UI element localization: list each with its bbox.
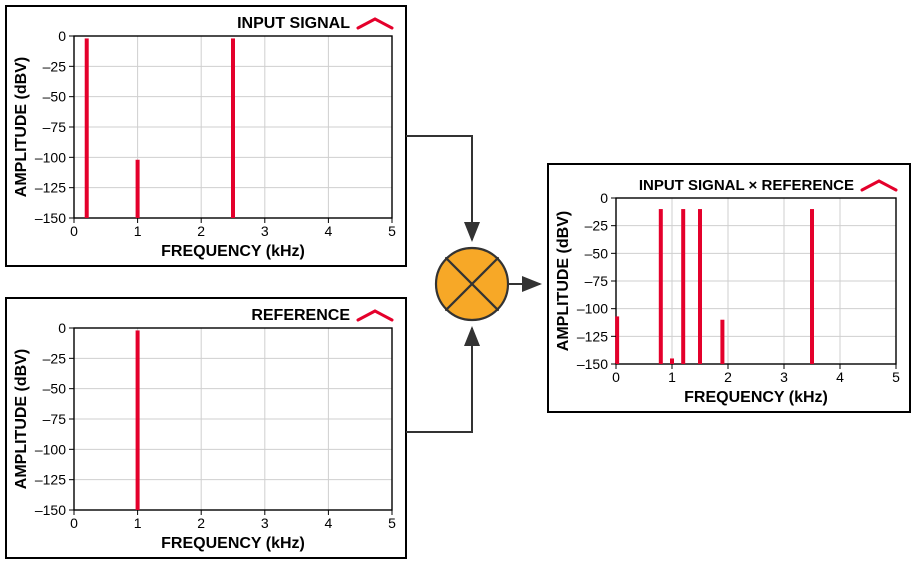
x-tick-label: 2 bbox=[197, 515, 205, 531]
x-tick-label: 2 bbox=[197, 223, 205, 239]
input-legend-label: INPUT SIGNAL bbox=[237, 15, 350, 32]
x-tick-label: 1 bbox=[134, 515, 142, 531]
y-axis-label: AMPLITUDE (dBV) bbox=[13, 57, 30, 197]
x-axis-label: FREQUENCY (kHz) bbox=[684, 389, 828, 406]
y-tick-label: 0 bbox=[58, 320, 66, 336]
ref-panel: 0 1 2 3 4 5 0 –25 –50 –75 –100 –125 –150 FREQUENCY (k… bbox=[6, 298, 406, 558]
y-tick-label: –100 bbox=[577, 301, 608, 317]
x-tick-label: 3 bbox=[261, 223, 269, 239]
y-axis-label: AMPLITUDE (dBV) bbox=[13, 349, 30, 489]
x-tick-label: 1 bbox=[668, 369, 676, 385]
y-tick-label: –150 bbox=[35, 502, 66, 518]
x-tick-label: 4 bbox=[836, 369, 844, 385]
y-tick-label: –50 bbox=[585, 245, 609, 261]
y-tick-label: –25 bbox=[43, 58, 67, 74]
ref-legend-label: REFERENCE bbox=[251, 307, 350, 324]
y-tick-label: –125 bbox=[35, 472, 66, 488]
arrow-ref-to-mixer bbox=[406, 328, 472, 432]
arrow-input-to-mixer bbox=[406, 136, 472, 240]
x-tick-label: 5 bbox=[892, 369, 900, 385]
mixer-icon bbox=[436, 248, 508, 320]
y-tick-label: –100 bbox=[35, 149, 66, 165]
x-tick-label: 1 bbox=[134, 223, 142, 239]
x-tick-label: 3 bbox=[261, 515, 269, 531]
y-tick-label: 0 bbox=[600, 190, 608, 206]
x-axis-label: FREQUENCY (kHz) bbox=[161, 535, 305, 552]
x-tick-label: 0 bbox=[612, 369, 620, 385]
y-tick-label: –50 bbox=[43, 381, 67, 397]
output-legend-label: INPUT SIGNAL × REFERENCE bbox=[639, 177, 854, 194]
y-tick-label: –100 bbox=[35, 441, 66, 457]
y-tick-label: –25 bbox=[43, 350, 67, 366]
output-panel: 0 1 2 3 4 5 0 –25 –50 –75 –100 –125 –150 FREQUENCY (k… bbox=[548, 164, 910, 412]
y-axis-label: AMPLITUDE (dBV) bbox=[555, 211, 572, 351]
x-tick-label: 3 bbox=[780, 369, 788, 385]
y-tick-label: –50 bbox=[43, 89, 67, 105]
input-panel: 0 1 2 3 4 5 0 –25 –50 –75 –100 –125 –150 FREQUENCY (k… bbox=[6, 6, 406, 266]
y-tick-label: –125 bbox=[35, 180, 66, 196]
y-tick-label: –75 bbox=[43, 411, 67, 427]
x-tick-label: 2 bbox=[724, 369, 732, 385]
x-axis-label: FREQUENCY (kHz) bbox=[161, 243, 305, 260]
x-tick-label: 4 bbox=[325, 223, 333, 239]
y-tick-label: –25 bbox=[585, 218, 609, 234]
y-tick-label: –75 bbox=[43, 119, 67, 135]
y-tick-label: 0 bbox=[58, 28, 66, 44]
x-tick-label: 0 bbox=[70, 515, 78, 531]
x-tick-label: 4 bbox=[325, 515, 333, 531]
x-tick-label: 5 bbox=[388, 515, 396, 531]
y-tick-label: –150 bbox=[577, 356, 608, 372]
y-tick-label: –125 bbox=[577, 328, 608, 344]
y-tick-label: –75 bbox=[585, 273, 609, 289]
x-tick-label: 5 bbox=[388, 223, 396, 239]
y-tick-label: –150 bbox=[35, 210, 66, 226]
x-tick-label: 0 bbox=[70, 223, 78, 239]
